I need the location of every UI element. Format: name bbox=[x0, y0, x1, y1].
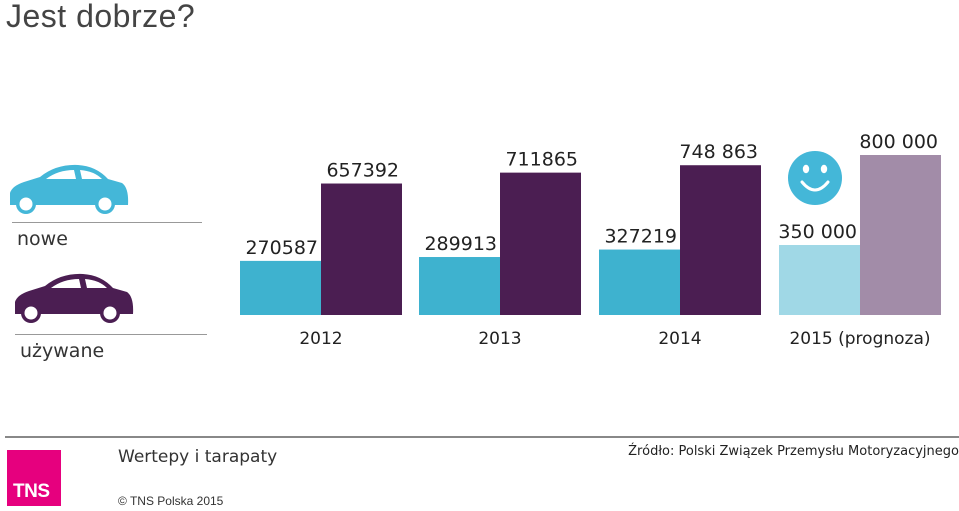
value-label-used-3: 800 000 bbox=[859, 131, 938, 153]
bar-chart: 270587 657392 2012 289913 711865 2013 327219 74… bbox=[240, 131, 941, 349]
value-label-new-2: 327219 bbox=[604, 226, 677, 248]
value-label-used-2: 748 863 bbox=[679, 141, 758, 163]
bar-new-3 bbox=[779, 245, 860, 315]
source-note: Źródło: Polski Związek Przemysłu Motoryz… bbox=[628, 444, 959, 459]
bar-new-0 bbox=[240, 260, 321, 315]
legend-label-used: używane bbox=[20, 340, 105, 362]
category-label-0: 2012 bbox=[299, 329, 342, 349]
used-car-icon bbox=[15, 273, 134, 323]
bar-new-2 bbox=[599, 249, 680, 315]
value-label-new-3: 350 000 bbox=[778, 221, 857, 243]
value-label-new-1: 289913 bbox=[424, 233, 497, 255]
footer-title: Wertepy i tarapaty bbox=[118, 447, 278, 467]
page-title: Jest dobrze? bbox=[6, 0, 196, 34]
value-label-new-0: 270587 bbox=[245, 237, 318, 259]
bar-used-3 bbox=[860, 155, 941, 315]
value-label-used-0: 657392 bbox=[326, 160, 399, 182]
category-label-2: 2014 bbox=[658, 329, 701, 349]
legend-divider-new bbox=[12, 222, 202, 223]
legend-label-new: nowe bbox=[17, 228, 68, 250]
category-label-1: 2013 bbox=[478, 329, 521, 349]
value-label-used-1: 711865 bbox=[505, 149, 578, 171]
bar-used-0 bbox=[321, 183, 402, 315]
footer-divider bbox=[5, 436, 959, 438]
new-car-icon bbox=[10, 164, 129, 214]
bar-new-1 bbox=[419, 257, 500, 315]
legend-divider-used bbox=[15, 334, 207, 335]
smiley-icon bbox=[788, 151, 842, 205]
copyright-note: © TNS Polska 2015 bbox=[118, 494, 224, 508]
tns-logo: TNS bbox=[7, 450, 61, 506]
bar-used-2 bbox=[680, 165, 761, 315]
bar-used-1 bbox=[500, 172, 581, 315]
category-label-3: 2015 (prognoza) bbox=[789, 329, 930, 349]
